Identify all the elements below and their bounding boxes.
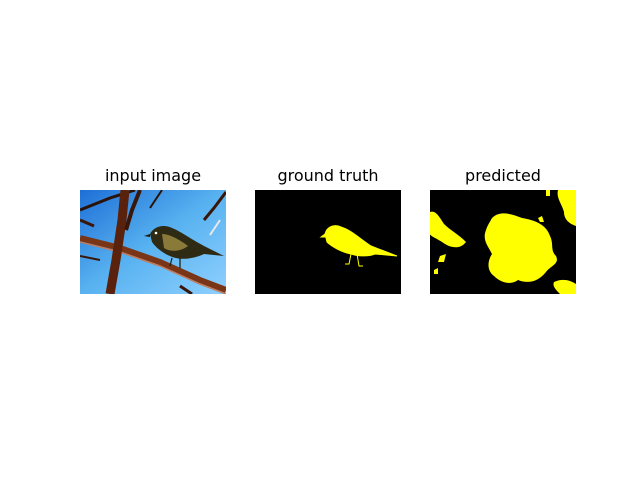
input-image — [80, 190, 226, 294]
branch — [202, 191, 226, 221]
branch — [80, 218, 95, 228]
branch — [209, 219, 221, 236]
branch — [149, 190, 163, 209]
branch-highlight — [80, 241, 226, 294]
input-image-title: input image — [104, 166, 202, 185]
ground-truth-mask — [255, 190, 401, 294]
bird — [144, 226, 224, 268]
predicted-panel — [430, 190, 576, 294]
predicted-title: predicted — [465, 166, 541, 185]
branch — [124, 190, 142, 231]
predicted-blobs — [430, 190, 576, 294]
main-branch — [80, 235, 226, 293]
branch — [80, 255, 101, 261]
bird-mask — [319, 225, 398, 267]
ground-truth-title: ground truth — [277, 166, 379, 185]
ground-truth-panel — [255, 190, 401, 294]
input-image-panel — [80, 190, 226, 294]
trunk-branch — [105, 190, 130, 294]
branch — [179, 284, 193, 294]
predicted-mask — [430, 190, 576, 294]
